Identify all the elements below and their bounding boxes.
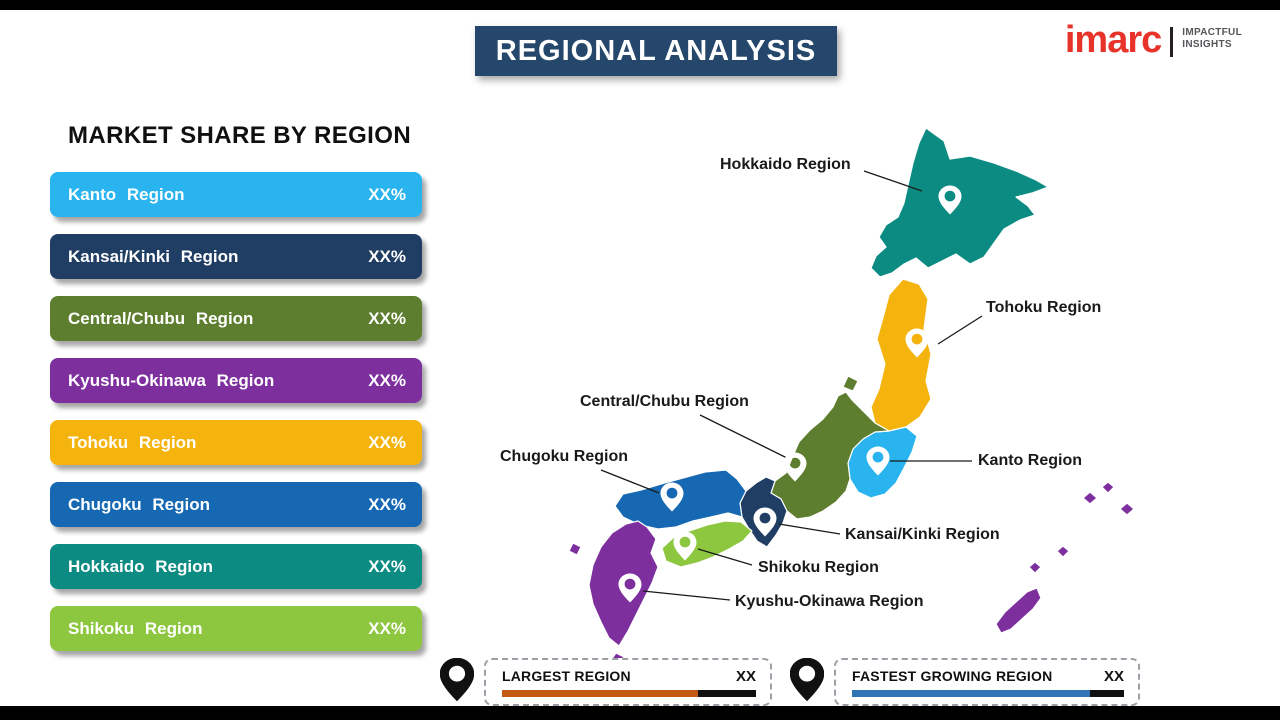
logo-tagline: IMPACTFUL INSIGHTS <box>1182 27 1242 50</box>
region-tohoku <box>870 278 932 432</box>
legend-fastest-bar-color <box>852 689 1090 697</box>
map-label-kyushu-okinawa: Kyushu-Okinawa Region <box>735 593 924 610</box>
location-pin-icon <box>440 658 474 702</box>
map-label-tohoku: Tohoku Region <box>986 299 1102 316</box>
region-label: Tohoku Region <box>68 432 197 452</box>
label-connector-lines <box>600 170 983 601</box>
top-black-strip <box>0 0 1280 10</box>
map-label-shikoku: Shikoku Region <box>758 559 879 576</box>
region-label: Kyushu-Okinawa Region <box>68 370 275 390</box>
region-label: Kanto Region <box>68 184 185 204</box>
market-share-bar-chugoku: Chugoku Region XX% <box>50 482 422 527</box>
region-okinawa-islets <box>1028 481 1135 574</box>
region-label: Central/Chubu Region <box>68 308 254 328</box>
market-share-bar-kansai: Kansai/Kinki Region XX% <box>50 234 422 279</box>
map-pin-okinawa <box>1003 558 1027 588</box>
market-share-bar-kyushu: Kyushu-Okinawa Region XX% <box>50 358 422 403</box>
imarc-logo-text: imarc <box>1064 19 1162 61</box>
region-label: Chugoku Region <box>68 494 210 514</box>
region-okinawa <box>995 587 1042 634</box>
market-share-bar-kanto: Kanto Region XX% <box>50 172 422 217</box>
legend-fastest-region: FASTEST GROWING REGION XX <box>790 658 1140 706</box>
region-value: XX% <box>368 494 406 514</box>
bottom-black-strip <box>0 706 1280 720</box>
region-value: XX% <box>368 618 406 638</box>
legend-largest-region: LARGEST REGION XX <box>440 658 772 706</box>
imarc-logo: imarc IMPACTFUL INSIGHTS <box>1064 19 1242 61</box>
region-value: XX% <box>368 308 406 328</box>
legend-fastest-label: FASTEST GROWING REGION <box>852 668 1053 684</box>
map-label-chubu: Central/Chubu Region <box>580 393 749 410</box>
logo-divider <box>1170 27 1174 57</box>
market-share-bar-shikoku: Shikoku Region XX% <box>50 606 422 651</box>
location-pin-icon <box>790 658 824 702</box>
region-label: Hokkaido Region <box>68 556 213 576</box>
market-share-heading: MARKET SHARE BY REGION <box>68 122 412 149</box>
legend-fastest-box: FASTEST GROWING REGION XX <box>834 658 1140 706</box>
region-value: XX% <box>368 556 406 576</box>
legend-fastest-bar-tail <box>1090 689 1124 697</box>
region-value: XX% <box>368 184 406 204</box>
market-share-bar-tohoku: Tohoku Region XX% <box>50 420 422 465</box>
market-share-bar-chubu: Central/Chubu Region XX% <box>50 296 422 341</box>
region-value: XX% <box>368 246 406 266</box>
region-value: XX% <box>368 432 406 452</box>
region-value: XX% <box>368 370 406 390</box>
legend-largest-box: LARGEST REGION XX <box>484 658 772 706</box>
legend-largest-label: LARGEST REGION <box>502 668 631 684</box>
legend-largest-bar-tail <box>698 689 756 697</box>
map-label-chugoku: Chugoku Region <box>500 448 628 465</box>
legend-fastest-bar <box>852 689 1124 697</box>
map-label-hokkaido: Hokkaido Region <box>720 156 851 173</box>
legend-largest-bar <box>502 689 756 697</box>
legend-fastest-value: XX <box>1103 667 1124 685</box>
market-share-bar-hokkaido: Hokkaido Region XX% <box>50 544 422 589</box>
map-label-kanto: Kanto Region <box>978 452 1082 469</box>
page-title: REGIONAL ANALYSIS <box>475 26 837 76</box>
legend-largest-bar-color <box>502 689 698 697</box>
region-label: Shikoku Region <box>68 618 203 638</box>
legend-largest-value: XX <box>735 667 756 685</box>
map-label-kansai: Kansai/Kinki Region <box>845 526 1000 543</box>
region-chubu-sado-island <box>842 375 859 392</box>
market-share-list: Kanto Region XX% Kansai/Kinki Region XX%… <box>50 172 422 668</box>
region-label: Kansai/Kinki Region <box>68 246 239 266</box>
